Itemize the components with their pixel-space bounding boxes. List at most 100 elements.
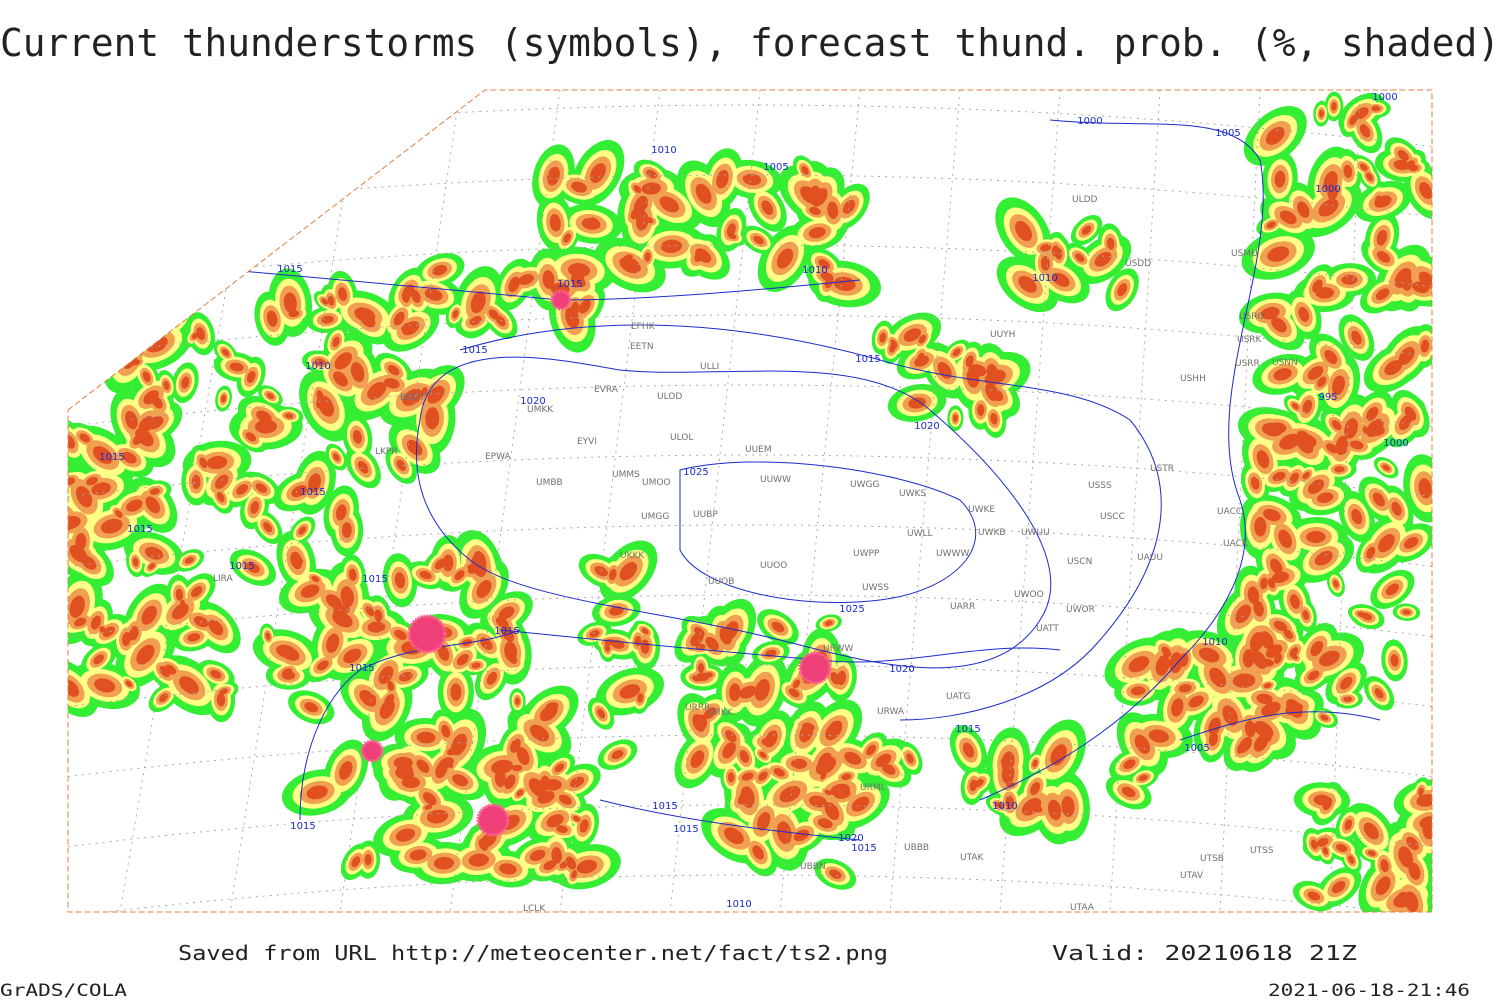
shade-cell — [332, 611, 353, 628]
shade-cell — [451, 733, 468, 756]
shade-cell — [906, 753, 914, 764]
shade-cell — [468, 853, 489, 867]
shade-cell — [1031, 803, 1043, 813]
isobar-label: 1010 — [992, 801, 1017, 812]
shade-cell — [529, 724, 549, 742]
shade-cell — [1295, 434, 1317, 448]
shade-cell — [1256, 450, 1270, 469]
shade-cell — [879, 332, 887, 343]
shade-cell — [1385, 583, 1399, 596]
station-code: USCN — [1067, 557, 1092, 567]
shade-cell — [1376, 250, 1391, 263]
shade-cell — [471, 662, 481, 669]
shade-cell — [374, 609, 383, 622]
isobar-label: 1015 — [557, 279, 582, 290]
shade-cell — [565, 307, 580, 329]
isobar-label: 1020 — [838, 833, 863, 844]
station-code: UTSS — [1250, 846, 1274, 856]
station-code: UWPP — [853, 549, 880, 559]
shade-cell — [908, 397, 926, 409]
shade-cell — [1302, 399, 1313, 414]
shade-cell — [690, 750, 705, 768]
shade-cell — [1418, 787, 1424, 797]
shade-cell — [1359, 163, 1368, 171]
shade-cell — [424, 804, 433, 810]
shade-cell — [1198, 647, 1220, 663]
shade-cell — [499, 863, 517, 875]
shade-cell — [478, 839, 488, 851]
station-code: ULDD — [1072, 195, 1098, 205]
shade-cell — [1398, 415, 1412, 430]
shade-cell — [284, 413, 294, 419]
shade-cell — [1178, 684, 1192, 693]
shade-cell — [333, 453, 340, 462]
shade-cell — [633, 185, 642, 194]
shade-cell — [1289, 594, 1300, 610]
shade-cell — [801, 165, 809, 175]
shade-cell — [1322, 846, 1329, 855]
shade-cell — [434, 558, 446, 570]
meridian — [669, 90, 761, 912]
isobar-label: 1010 — [651, 145, 676, 156]
shade-cell — [441, 724, 451, 738]
shade-cell — [1310, 839, 1318, 850]
shade-cell — [122, 451, 137, 464]
shade-cell — [288, 310, 300, 318]
shade-cell — [317, 660, 329, 671]
station-code: UWUU — [1021, 528, 1050, 538]
shade-cell — [432, 265, 448, 276]
shade-cell — [426, 809, 449, 824]
title: Current thunderstorms (symbols), forecas… — [0, 21, 1500, 65]
shade-cell — [1344, 819, 1353, 831]
shade-cell — [132, 283, 153, 313]
shade-cell — [1261, 701, 1281, 717]
station-code: EFHK — [631, 322, 656, 332]
shade-cell — [332, 336, 340, 348]
shade-cell — [86, 476, 98, 486]
shade-cell — [1265, 126, 1285, 145]
shade-cell — [604, 643, 611, 652]
shade-cell — [357, 460, 369, 474]
shade-cell — [1333, 579, 1339, 588]
shade-cell — [135, 288, 150, 309]
shade-cell — [1254, 516, 1267, 537]
meridian — [229, 90, 361, 912]
shade-cell — [995, 802, 1004, 809]
isobar-label: 1010 — [726, 899, 751, 910]
shade-cell — [567, 263, 591, 278]
shade-cell — [1267, 246, 1290, 262]
station-code: USSS — [1088, 481, 1112, 491]
shade-cell — [809, 206, 821, 216]
station-code: EYVI — [577, 437, 597, 447]
shade-cell — [779, 785, 801, 803]
shade-cell — [393, 311, 405, 326]
shade-cell — [352, 429, 362, 444]
shade-cell — [433, 856, 455, 870]
shade-cell — [1291, 402, 1299, 410]
shade-cell — [968, 364, 987, 377]
shade-cell — [276, 644, 296, 658]
shade-cell — [761, 200, 774, 215]
shade-cell — [125, 680, 133, 687]
shade-cell — [753, 235, 764, 245]
shade-cell — [597, 708, 606, 719]
shade-cell — [1268, 422, 1287, 434]
probability-shading — [68, 91, 1432, 912]
shade-cell — [1374, 688, 1384, 699]
station-code: UATG — [946, 692, 971, 702]
shade-cell — [367, 621, 386, 633]
shade-cell — [69, 544, 88, 563]
station-code: UARR — [950, 602, 975, 612]
shade-cell — [1307, 670, 1320, 681]
isobar-label: 1015 — [127, 524, 152, 535]
overlay: 1000 1005 1010 1005 1015 1015 1010 1010 1015 1015… — [99, 92, 1408, 914]
shade-cell — [1052, 272, 1070, 287]
station-code: UMBB — [536, 478, 563, 488]
shade-cell — [68, 515, 81, 530]
shade-cell — [508, 276, 520, 293]
shade-cell — [427, 385, 445, 404]
shade-cell — [1155, 654, 1170, 676]
shade-cell — [962, 742, 975, 758]
shade-cell — [589, 630, 600, 638]
shade-cell — [1030, 781, 1041, 796]
